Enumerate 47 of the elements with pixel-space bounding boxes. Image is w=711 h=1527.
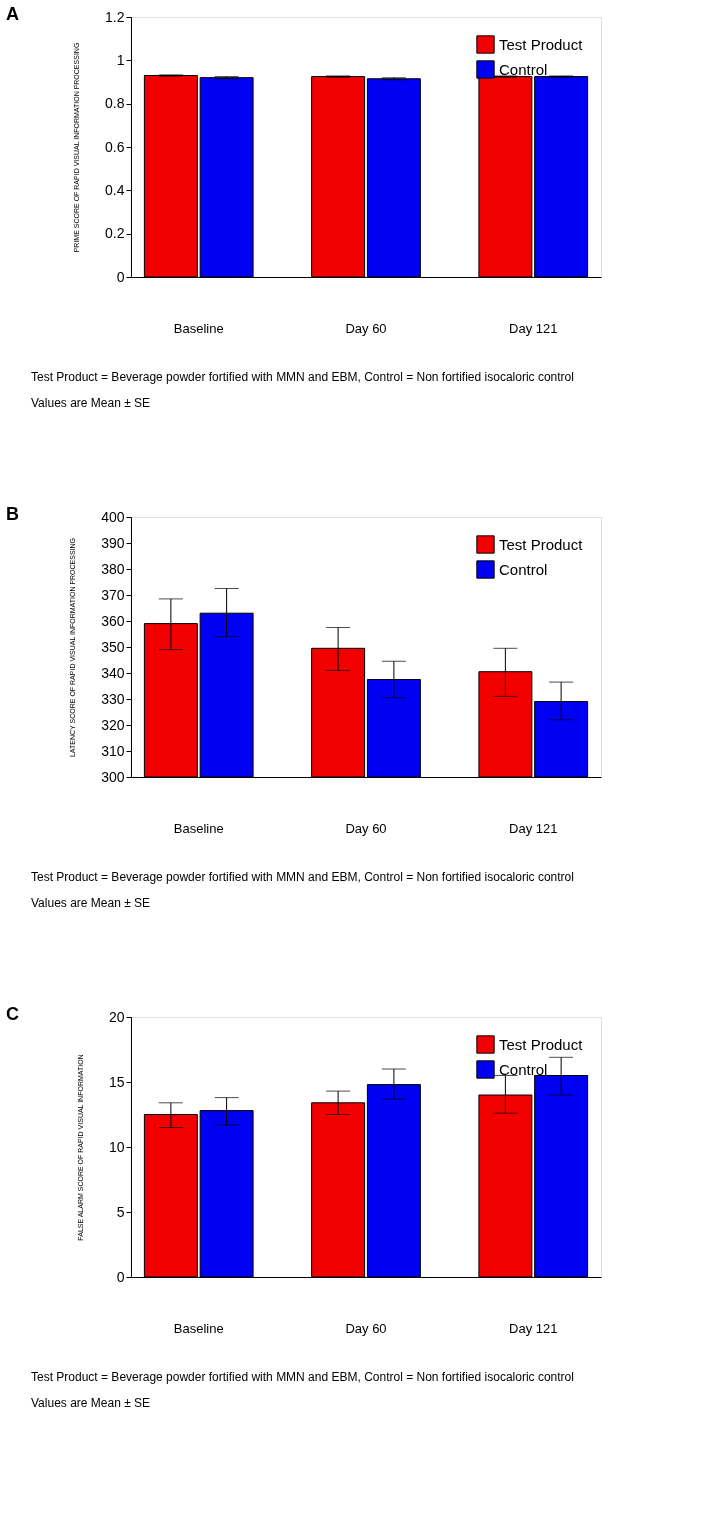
y-tick-label: 0.6 <box>105 138 125 155</box>
legend-label: Control <box>499 1060 548 1078</box>
y-tick-label: 390 <box>101 534 125 551</box>
y-tick-label: 380 <box>101 560 125 577</box>
text: Values are Mean ± SE <box>31 396 151 410</box>
y-tick-label: 20 <box>108 1008 125 1025</box>
y-tick-label: 0 <box>116 268 125 285</box>
y-tick-label: 0 <box>116 1268 125 1285</box>
legend-label: Test Product <box>499 535 584 553</box>
y-tick-label: 300 <box>101 768 125 785</box>
chart-title: A <box>6 4 19 24</box>
y-tick-label: 350 <box>101 638 125 655</box>
legend-label: Control <box>499 560 548 578</box>
x-tick-label: Day 60 <box>345 1320 387 1336</box>
legend-label: Control <box>499 60 548 78</box>
y-tick-label: 0.4 <box>105 181 125 198</box>
x-tick-label: Day 121 <box>509 820 558 836</box>
y-tick-label: 400 <box>101 508 125 525</box>
text: Values are Mean ± SE <box>31 896 151 910</box>
y-tick-label: 310 <box>101 742 125 759</box>
legend-label: Test Product <box>499 1035 584 1053</box>
y-tick-label: 15 <box>108 1073 125 1090</box>
text: Test Product = Beverage powder fortified with MMN and EBM, Control = Non fortified isocaloric control <box>31 870 574 884</box>
chart-title: C <box>6 1004 19 1024</box>
y-tick-label: 360 <box>101 612 125 629</box>
y-tick-label: 370 <box>101 586 125 603</box>
y-tick-label: 0.2 <box>105 225 125 242</box>
x-tick-label: Day 121 <box>509 320 558 336</box>
chart-title: B <box>6 504 19 524</box>
y-tick-label: 1.2 <box>105 8 125 25</box>
y-tick-label: 320 <box>101 716 125 733</box>
y-tick-label: 1 <box>116 51 125 68</box>
x-tick-label: Baseline <box>173 320 224 336</box>
y-tick-label: 5 <box>116 1203 125 1220</box>
x-tick-label: Baseline <box>173 1320 224 1336</box>
legend-label: Test Product <box>499 35 584 53</box>
x-tick-label: Day 60 <box>345 820 387 836</box>
y-tick-label: 340 <box>101 664 125 681</box>
x-tick-label: Day 121 <box>509 1320 558 1336</box>
y-tick-label: 10 <box>108 1138 125 1155</box>
text: Test Product = Beverage powder fortified with MMN and EBM, Control = Non fortified isocaloric control <box>31 1370 574 1384</box>
y-tick-label: 330 <box>101 690 125 707</box>
y-tick-label: 0.8 <box>105 95 125 112</box>
x-tick-label: Day 60 <box>345 320 387 336</box>
text: Values are Mean ± SE <box>31 1396 151 1410</box>
text: Test Product = Beverage powder fortified with MMN and EBM, Control = Non fortified isocaloric control <box>31 370 574 384</box>
x-tick-label: Baseline <box>173 820 224 836</box>
